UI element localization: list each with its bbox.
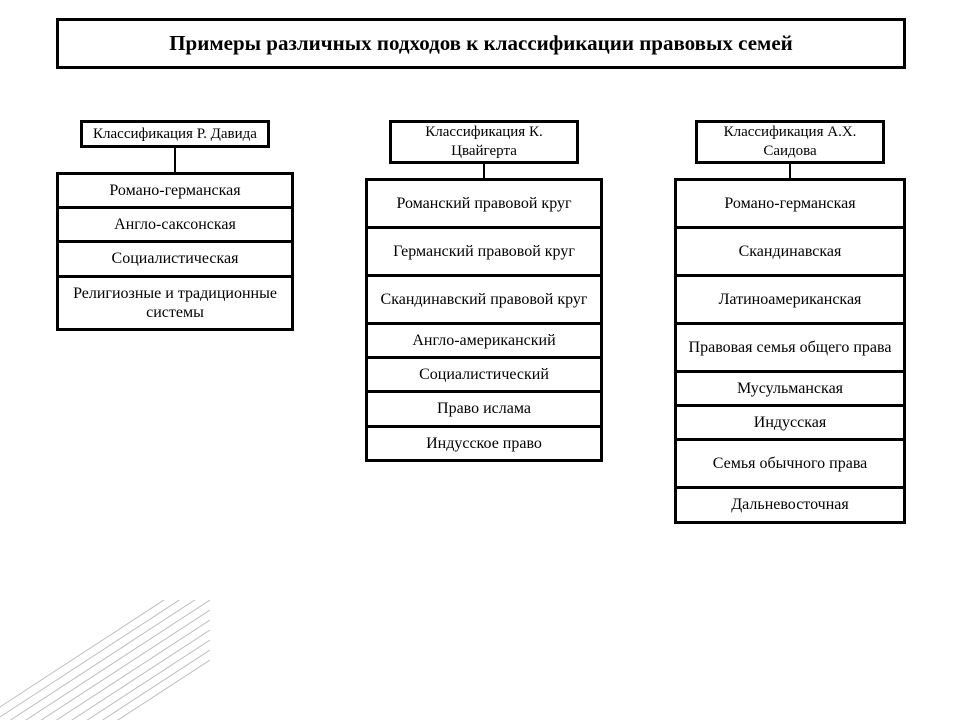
list-item: Латиноамериканская	[677, 277, 903, 325]
list-item: Романо-германская	[59, 175, 291, 209]
list-item: Англо-американский	[368, 325, 600, 359]
item-stack: Романо-германская Скандинавская Латиноам…	[674, 178, 906, 524]
column-header: Классификация К. Цвайгерта	[389, 120, 579, 164]
list-item: Скандинавский правовой круг	[368, 277, 600, 325]
list-item: Англо-саксонская	[59, 209, 291, 243]
list-item: Религиозные и традиционные системы	[59, 278, 291, 328]
list-item: Правовая семья общего права	[677, 325, 903, 373]
connector-line	[174, 148, 176, 172]
item-stack: Романский правовой круг Германский право…	[365, 178, 603, 462]
page-title: Примеры различных подходов к классификац…	[56, 18, 906, 69]
connector-line	[483, 164, 485, 178]
list-item: Романо-германская	[677, 181, 903, 229]
list-item: Мусульманская	[677, 373, 903, 407]
corner-decor	[0, 600, 210, 720]
columns-container: Классификация Р. Давида Романо-германска…	[56, 120, 906, 524]
list-item: Романский правовой круг	[368, 181, 600, 229]
list-item: Скандинавская	[677, 229, 903, 277]
connector-line	[789, 164, 791, 178]
list-item: Семья обычного права	[677, 441, 903, 489]
list-item: Право ислама	[368, 393, 600, 427]
column-header: Классификация А.Х. Саидова	[695, 120, 885, 164]
list-item: Индусская	[677, 407, 903, 441]
list-item: Германский правовой круг	[368, 229, 600, 277]
list-item: Социалистический	[368, 359, 600, 393]
column-zweigert: Классификация К. Цвайгерта Романский пра…	[365, 120, 603, 462]
list-item: Дальневосточная	[677, 489, 903, 520]
column-saidov: Классификация А.Х. Саидова Романо-герман…	[674, 120, 906, 524]
column-header: Классификация Р. Давида	[80, 120, 270, 148]
item-stack: Романо-германская Англо-саксонская Социа…	[56, 172, 294, 331]
list-item: Индусское право	[368, 428, 600, 459]
column-david: Классификация Р. Давида Романо-германска…	[56, 120, 294, 331]
list-item: Социалистическая	[59, 243, 291, 277]
